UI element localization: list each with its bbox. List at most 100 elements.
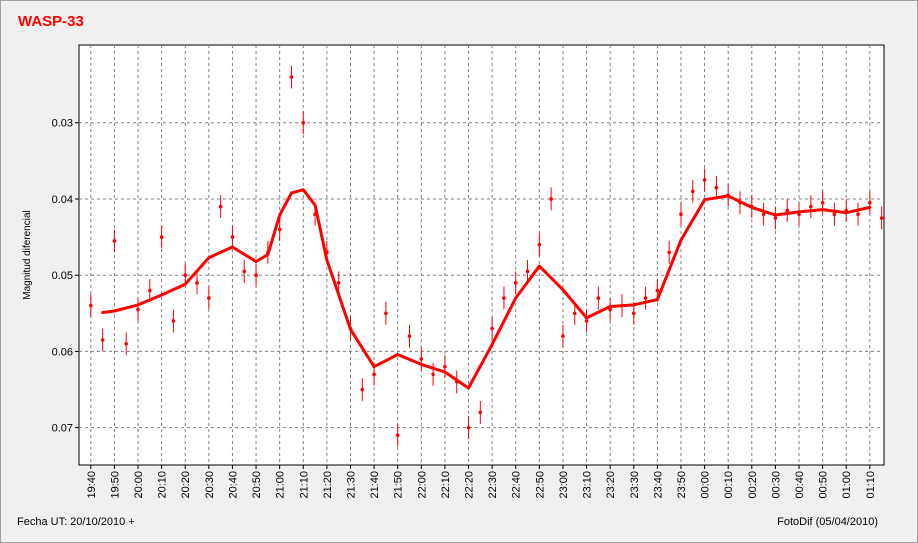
data-point [879,216,884,220]
data-point [419,357,424,361]
data-point [443,364,447,369]
data-point [254,273,258,277]
x-tick-label: 01:10 [865,471,877,499]
x-tick-label: 22:40 [511,471,523,499]
x-tick-label: 20:10 [157,471,169,499]
data-point [702,178,707,182]
data-point [832,212,837,217]
data-point [502,296,506,300]
data-point [667,250,671,255]
data-point [207,296,211,300]
chart-title: WASP-33 [18,13,84,30]
data-point [112,239,117,243]
x-tick-label: 22:10 [440,471,452,499]
data-point [679,212,683,217]
y-tick-label: 0.04 [52,194,73,206]
x-tick-label: 01:00 [841,471,853,499]
x-tick-label: 22:00 [416,471,428,499]
data-point [136,307,140,312]
y-tick-label: 0.03 [52,118,73,130]
data-point [395,433,400,438]
x-tick-label: 21:50 [393,471,405,499]
x-tick-label: 20:30 [204,471,216,499]
x-tick-label: 23:40 [652,471,664,499]
data-point [714,185,719,190]
x-tick-label: 20:40 [227,471,239,499]
data-point [124,342,129,346]
data-point [643,296,648,300]
x-tick-label: 19:50 [109,471,121,499]
x-tick-label: 00:20 [747,471,759,499]
x-tick-label: 00:50 [818,471,830,499]
x-tick-label: 21:40 [369,471,381,499]
x-tick-label: 19:40 [86,471,98,499]
x-tick-label: 00:10 [723,471,735,499]
data-point [230,235,235,239]
footer-left: Fecha UT: 20/10/2010 + [17,516,135,528]
data-point [856,212,860,217]
data-point [159,235,164,239]
x-tick-label: 21:00 [275,471,287,499]
x-tick-label: 23:20 [605,471,617,499]
data-point [690,189,695,194]
data-point [596,296,601,300]
data-point [301,120,306,125]
x-tick-label: 21:20 [322,471,334,499]
data-point [148,288,152,293]
data-point [513,281,518,285]
data-point [537,242,542,247]
data-point [820,200,825,205]
data-point [761,212,766,217]
x-tick-label: 20:00 [133,471,145,499]
y-axis-label: Magnitud diferencial [22,210,33,300]
data-point [360,387,365,392]
data-point [631,311,636,316]
x-tick-label: 23:30 [629,471,641,499]
data-point [561,334,565,338]
x-tick-label: 23:50 [676,471,688,499]
data-point [277,227,282,232]
x-tick-label: 00:40 [794,471,806,499]
x-tick-label: 21:30 [345,471,357,499]
data-point [171,319,176,323]
data-point [525,269,530,274]
data-point [289,75,294,79]
data-point [868,200,872,205]
data-point [478,410,483,415]
x-tick-label: 00:30 [770,471,782,499]
y-tick-label: 0.05 [52,270,73,282]
data-point [490,326,494,331]
plot-area [78,44,885,466]
data-point [384,311,388,316]
x-tick-label: 23:10 [582,471,594,499]
data-point [218,204,223,209]
x-tick-label: 20:50 [251,471,263,499]
data-point [336,281,341,285]
data-point [809,204,813,209]
data-point [100,338,105,342]
x-tick-label: 22:20 [464,471,476,499]
footer-right: FotoDif (05/04/2010) [777,516,878,528]
y-tick-label: 0.06 [52,346,73,358]
x-tick-label: 20:20 [180,471,192,499]
smooth-line [101,188,872,390]
y-tick-label: 0.07 [52,423,73,435]
data-point [655,288,660,293]
data-point [773,216,778,220]
data-point [785,208,790,213]
data-point [372,372,376,377]
x-tick-label: 22:30 [487,471,499,499]
x-tick-label: 23:00 [558,471,570,499]
x-tick-label: 21:10 [298,471,310,499]
data-point [407,334,412,338]
data-point [195,281,199,285]
data-point [572,311,577,316]
data-point [549,197,553,201]
data-point [89,303,93,308]
data-point [584,319,589,323]
data-point [183,273,188,277]
data-point [466,425,471,430]
x-tick-label: 00:00 [700,471,712,499]
data-point [242,269,247,274]
